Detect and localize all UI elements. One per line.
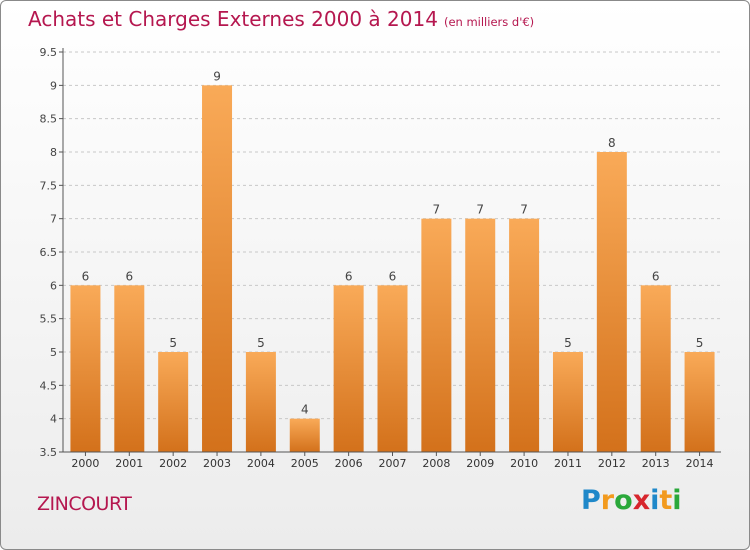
chart-title: Achats et Charges Externes 2000 à 2014 (e… — [28, 7, 534, 31]
bar — [552, 352, 583, 452]
y-tick-label: 5.5 — [40, 313, 58, 326]
bar — [377, 285, 408, 452]
chart-subtitle: (en milliers d'€) — [443, 15, 535, 29]
chart-title-text: Achats et Charges Externes 2000 à 2014 — [28, 7, 438, 31]
bar — [684, 352, 715, 452]
data-label: 9 — [213, 69, 221, 83]
x-tick-label: 2007 — [379, 457, 407, 470]
data-label: 5 — [564, 336, 572, 350]
bar — [158, 352, 189, 452]
bar — [70, 285, 101, 452]
bar — [465, 218, 496, 452]
y-tick-label: 4 — [50, 413, 57, 426]
x-tick-label: 2014 — [686, 457, 714, 470]
bar — [245, 352, 276, 452]
x-tick-label: 2008 — [422, 457, 450, 470]
x-tick-label: 2001 — [115, 457, 143, 470]
logo-letter: P — [581, 485, 601, 516]
bars — [70, 85, 715, 452]
y-tick-label: 7 — [50, 213, 57, 226]
data-label: 8 — [608, 136, 616, 150]
bar — [333, 285, 364, 452]
y-tick-label: 3.5 — [40, 446, 58, 459]
y-tick-label: 5 — [50, 346, 57, 359]
bar — [640, 285, 671, 452]
data-label: 6 — [389, 269, 397, 283]
x-tick-label: 2009 — [466, 457, 494, 470]
bar — [289, 418, 320, 452]
x-tick-label: 2004 — [247, 457, 275, 470]
bar — [421, 218, 452, 452]
proxiti-logo: Proxiti — [581, 485, 682, 516]
bar — [114, 285, 145, 452]
logo-letter: r — [600, 485, 615, 516]
x-tick-label: 2002 — [159, 457, 187, 470]
x-tick-label: 2010 — [510, 457, 538, 470]
labels: 3.5 4 4.5 5 5.5 6 6.5 7 7.5 8 8.5 9 9.5 6 2000 6 2001 5 20… — [40, 46, 714, 470]
x-tick-label: 2013 — [642, 457, 670, 470]
data-label: 5 — [257, 336, 265, 350]
y-tick-label: 8 — [50, 146, 57, 159]
data-label: 6 — [82, 269, 90, 283]
data-label: 6 — [652, 269, 660, 283]
data-label: 6 — [345, 269, 353, 283]
logo-letter: i — [650, 485, 660, 516]
y-tick-label: 9.5 — [40, 46, 58, 59]
y-tick-label: 7.5 — [40, 179, 58, 192]
data-label: 7 — [433, 203, 441, 217]
y-tick-label: 8.5 — [40, 113, 58, 126]
y-tick-label: 6.5 — [40, 246, 58, 259]
commune-name: ZINCOURT — [37, 493, 132, 515]
data-label: 4 — [301, 403, 309, 417]
data-label: 5 — [169, 336, 177, 350]
logo-letter: o — [614, 485, 633, 516]
y-tick-label: 6 — [50, 279, 57, 292]
x-tick-label: 2012 — [598, 457, 626, 470]
y-tick-label: 9 — [50, 79, 57, 92]
data-label: 7 — [520, 203, 528, 217]
x-tick-label: 2005 — [291, 457, 319, 470]
bar — [596, 152, 627, 452]
logo-letter: x — [632, 485, 651, 516]
x-tick-label: 2006 — [335, 457, 363, 470]
x-tick-label: 2011 — [554, 457, 582, 470]
bar — [509, 218, 540, 452]
bar — [202, 85, 233, 452]
logo-letter: t — [659, 485, 673, 516]
x-tick-label: 2003 — [203, 457, 231, 470]
data-label: 7 — [476, 203, 484, 217]
data-label: 5 — [696, 336, 704, 350]
data-label: 6 — [125, 269, 133, 283]
x-tick-label: 2000 — [71, 457, 99, 470]
y-tick-label: 4.5 — [40, 379, 58, 392]
logo-letter: i — [672, 485, 682, 516]
axes — [59, 48, 721, 456]
